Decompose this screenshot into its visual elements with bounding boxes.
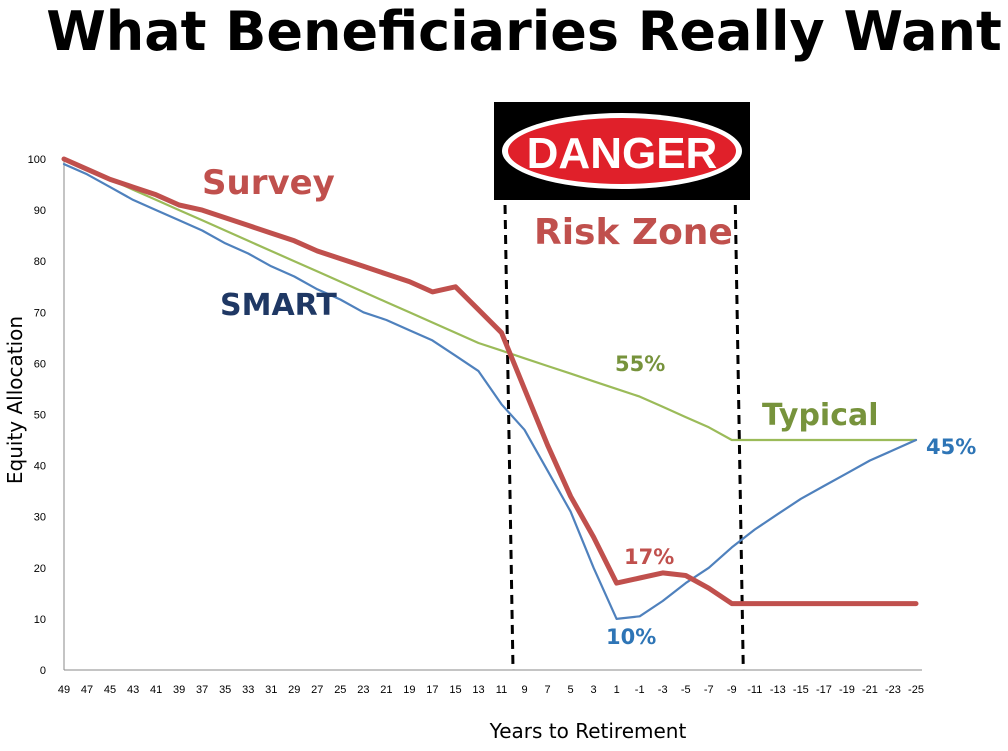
x-tick-label: 39 <box>173 684 185 696</box>
x-tick-label: -19 <box>839 684 855 696</box>
danger-sign: DANGER <box>494 102 750 200</box>
x-tick-label: 49 <box>58 684 70 696</box>
y-tick-label: 20 <box>34 563 46 575</box>
y-tick-label: 90 <box>34 205 46 217</box>
annotation-survey: Survey <box>202 163 335 203</box>
x-tick-label: 31 <box>265 684 277 696</box>
x-tick-label: -1 <box>635 684 645 696</box>
x-tick-label: 7 <box>545 684 551 696</box>
x-tick-label: 13 <box>472 684 484 696</box>
series-line-survey <box>61 156 919 607</box>
x-tick-label: 15 <box>449 684 461 696</box>
x-tick-label: 41 <box>150 684 162 696</box>
x-tick-label: -17 <box>816 684 832 696</box>
x-tick-label: 11 <box>496 684 507 696</box>
x-tick-label: -13 <box>770 684 786 696</box>
risk-zone <box>503 204 745 671</box>
x-tick-label: 3 <box>591 684 597 696</box>
annotation-risk-zone: Risk Zone <box>534 212 733 253</box>
chart-title: What Beneficiaries Really Want <box>46 0 1002 63</box>
y-tick-label: 40 <box>34 461 46 473</box>
danger-sign-text: DANGER <box>527 129 718 178</box>
x-tick-label: 37 <box>196 684 208 696</box>
x-tick-label: 5 <box>568 684 574 696</box>
risk-zone-boundary <box>503 204 515 671</box>
x-axis-label: Years to Retirement <box>489 719 687 743</box>
annotation-typical: Typical <box>762 398 879 433</box>
x-tick-label: 45 <box>104 684 116 696</box>
annotation-45-percent: 45% <box>926 435 976 459</box>
annotation-smart: SMART <box>220 288 337 323</box>
series-line-typical <box>62 157 918 442</box>
series-lines <box>61 156 919 621</box>
annotation-10-percent: 10% <box>606 625 656 649</box>
danger-sign-inner-ellipse <box>508 118 736 184</box>
x-tick-label: 25 <box>334 684 346 696</box>
x-tick-label: 9 <box>521 684 527 696</box>
y-tick-label: 100 <box>28 154 46 166</box>
x-tick-label: 29 <box>288 684 300 696</box>
y-tick-label: 60 <box>34 358 46 370</box>
x-tick-label: -15 <box>793 684 809 696</box>
x-tick-label: 23 <box>357 684 369 696</box>
x-tick-label: -21 <box>862 684 878 696</box>
x-tick-label: -5 <box>681 684 691 696</box>
x-tick-label: 19 <box>403 684 415 696</box>
x-tick-label: -25 <box>908 684 924 696</box>
x-tick-label: -3 <box>658 684 668 696</box>
x-tick-label: 1 <box>614 684 620 696</box>
y-tick-label: 0 <box>40 665 46 677</box>
x-tick-label: -7 <box>704 684 714 696</box>
x-tick-label: -9 <box>727 684 737 696</box>
x-tick-label: 21 <box>380 684 392 696</box>
x-tick-label: 17 <box>426 684 438 696</box>
axes <box>63 159 922 671</box>
series-line-smart <box>62 163 918 621</box>
y-tick-label: 80 <box>34 256 46 268</box>
x-tick-label: 27 <box>311 684 323 696</box>
risk-zone-boundary <box>733 204 745 671</box>
y-tick-label: 50 <box>34 410 46 422</box>
x-tick-label: 35 <box>219 684 231 696</box>
y-axis-label: Equity Allocation <box>3 316 27 484</box>
x-tick-label: 43 <box>127 684 139 696</box>
x-tick-label: 47 <box>81 684 93 696</box>
y-tick-label: 10 <box>34 614 46 626</box>
y-tick-label: 30 <box>34 512 46 524</box>
annotation-17-percent: 17% <box>624 545 674 569</box>
x-tick-label: -23 <box>885 684 901 696</box>
x-tick-label: -11 <box>747 684 762 696</box>
y-tick-label: 70 <box>34 307 46 319</box>
annotation-55-percent: 55% <box>615 352 665 376</box>
x-tick-label: 33 <box>242 684 254 696</box>
